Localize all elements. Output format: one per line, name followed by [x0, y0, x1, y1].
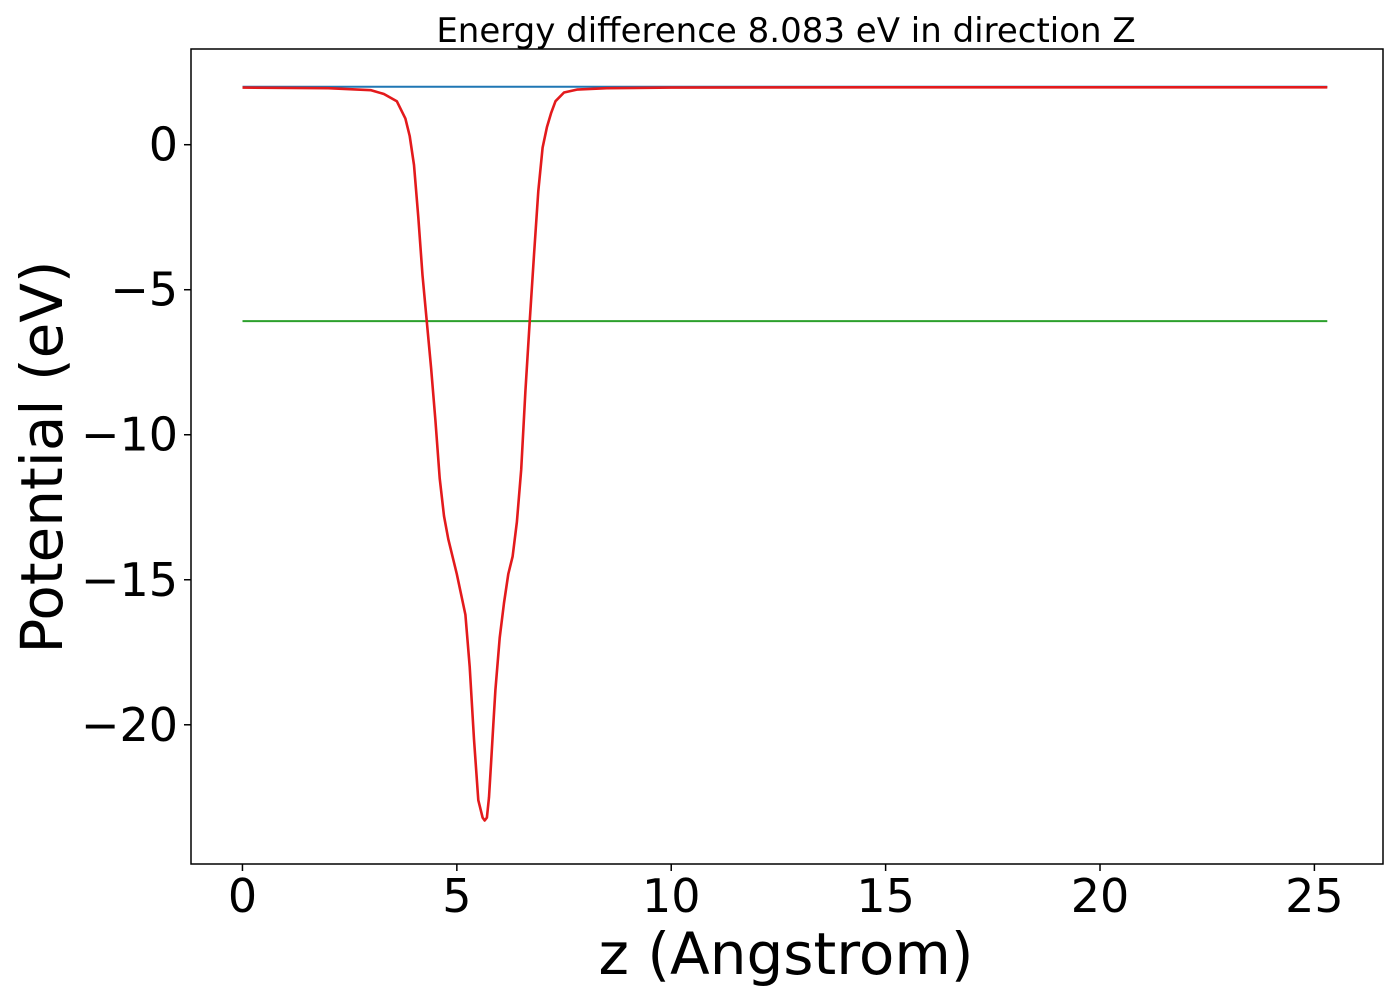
y-tick-label: −5 — [110, 263, 178, 317]
y-tick-label: −10 — [81, 408, 178, 462]
series-layer — [242, 85, 1328, 822]
x-tick-label: 0 — [228, 869, 257, 923]
y-tick-label: −20 — [81, 698, 178, 752]
x-axis-ticks: 0 5 10 15 20 25 — [228, 864, 1344, 923]
y-axis-label: Potential (eV) — [8, 260, 76, 653]
x-axis-label: z (Angstrom) — [599, 920, 974, 988]
x-tick-label: 15 — [856, 869, 915, 923]
x-tick-label: 5 — [442, 869, 471, 923]
x-tick-label: 10 — [642, 869, 701, 923]
y-axis-ticks: 0 −5 −10 −15 −20 — [81, 118, 191, 752]
series-line-3 — [242, 86, 1328, 822]
x-tick-label: 25 — [1285, 869, 1344, 923]
x-tick-label: 20 — [1071, 869, 1130, 923]
plot-frame — [190, 48, 1384, 865]
y-tick-label: 0 — [149, 118, 178, 172]
y-tick-label: −15 — [81, 553, 178, 607]
chart-title: Energy difference 8.083 eV in direction … — [436, 11, 1135, 51]
